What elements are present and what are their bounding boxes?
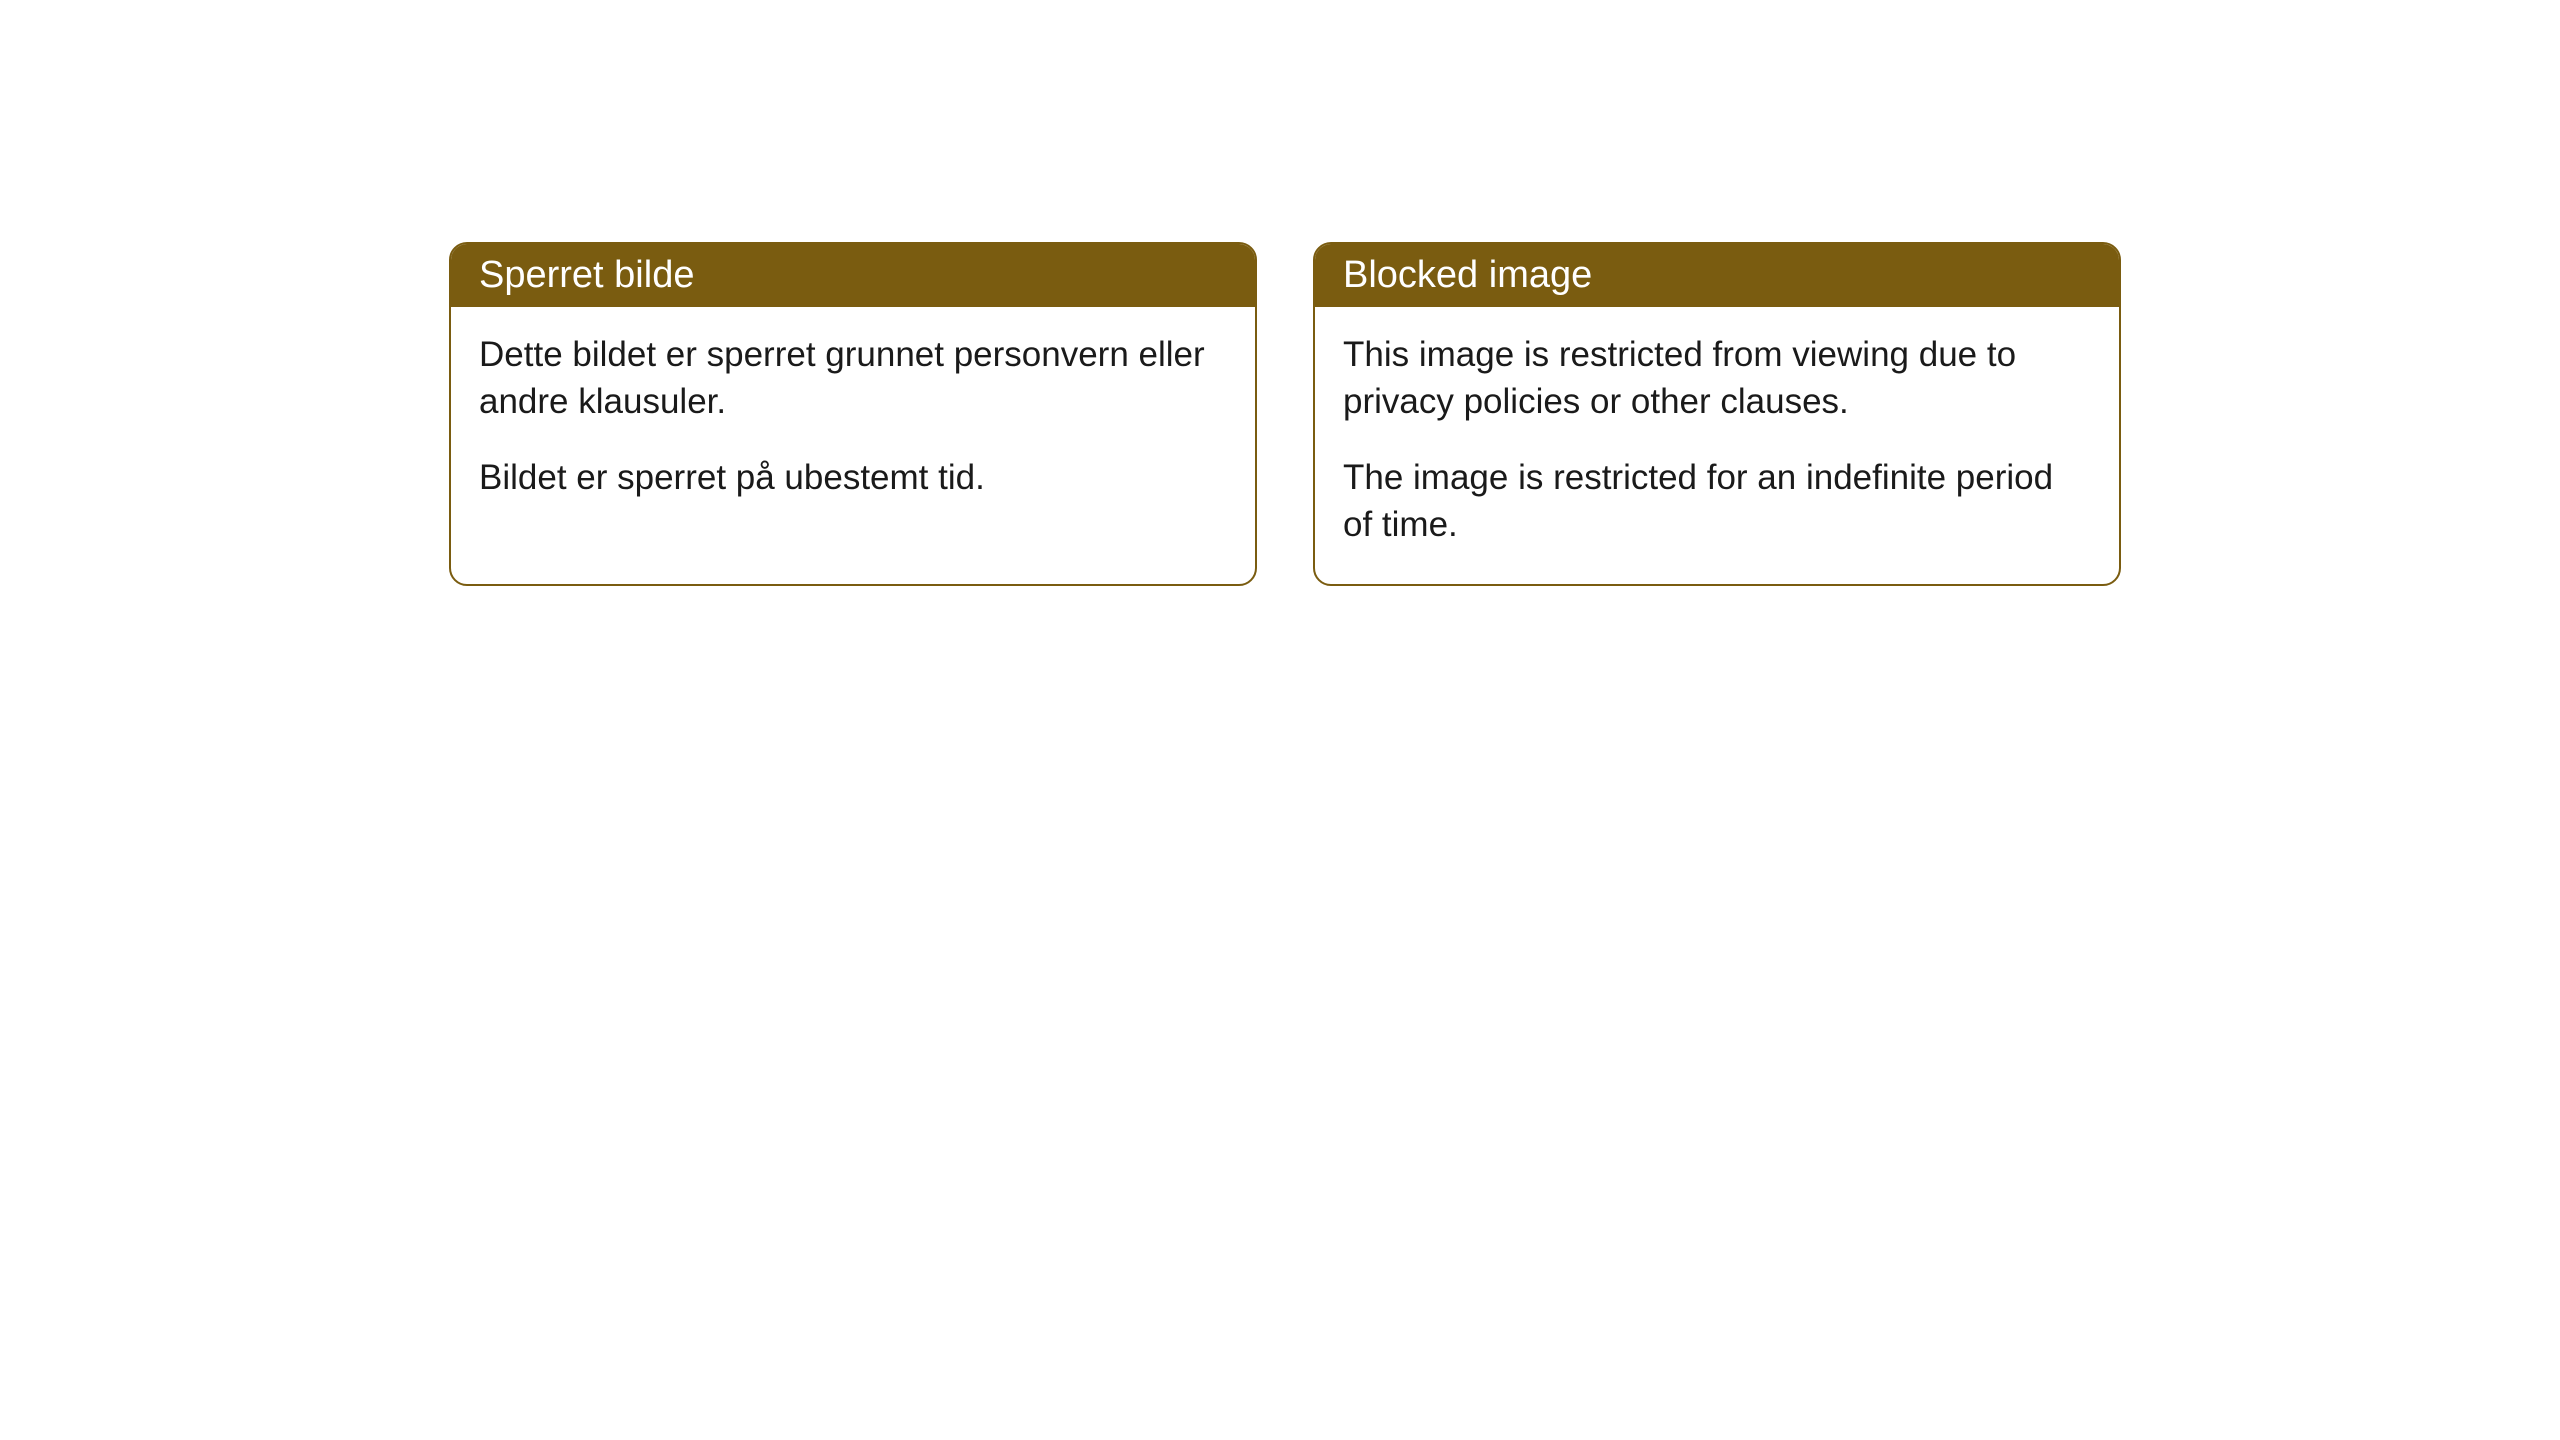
card-body-en: This image is restricted from viewing du…	[1315, 307, 2119, 584]
card-title-no: Sperret bilde	[479, 254, 694, 296]
blocked-image-card-no: Sperret bilde Dette bildet er sperret gr…	[449, 242, 1257, 586]
card-body-no: Dette bildet er sperret grunnet personve…	[451, 307, 1255, 537]
card-para1-no: Dette bildet er sperret grunnet personve…	[479, 331, 1227, 426]
card-header-en: Blocked image	[1315, 244, 2119, 307]
card-para1-en: This image is restricted from viewing du…	[1343, 331, 2091, 426]
cards-container: Sperret bilde Dette bildet er sperret gr…	[449, 242, 2121, 586]
card-header-no: Sperret bilde	[451, 244, 1255, 307]
card-para2-en: The image is restricted for an indefinit…	[1343, 454, 2091, 549]
card-para2-no: Bildet er sperret på ubestemt tid.	[479, 454, 1227, 501]
blocked-image-card-en: Blocked image This image is restricted f…	[1313, 242, 2121, 586]
card-title-en: Blocked image	[1343, 254, 1592, 296]
